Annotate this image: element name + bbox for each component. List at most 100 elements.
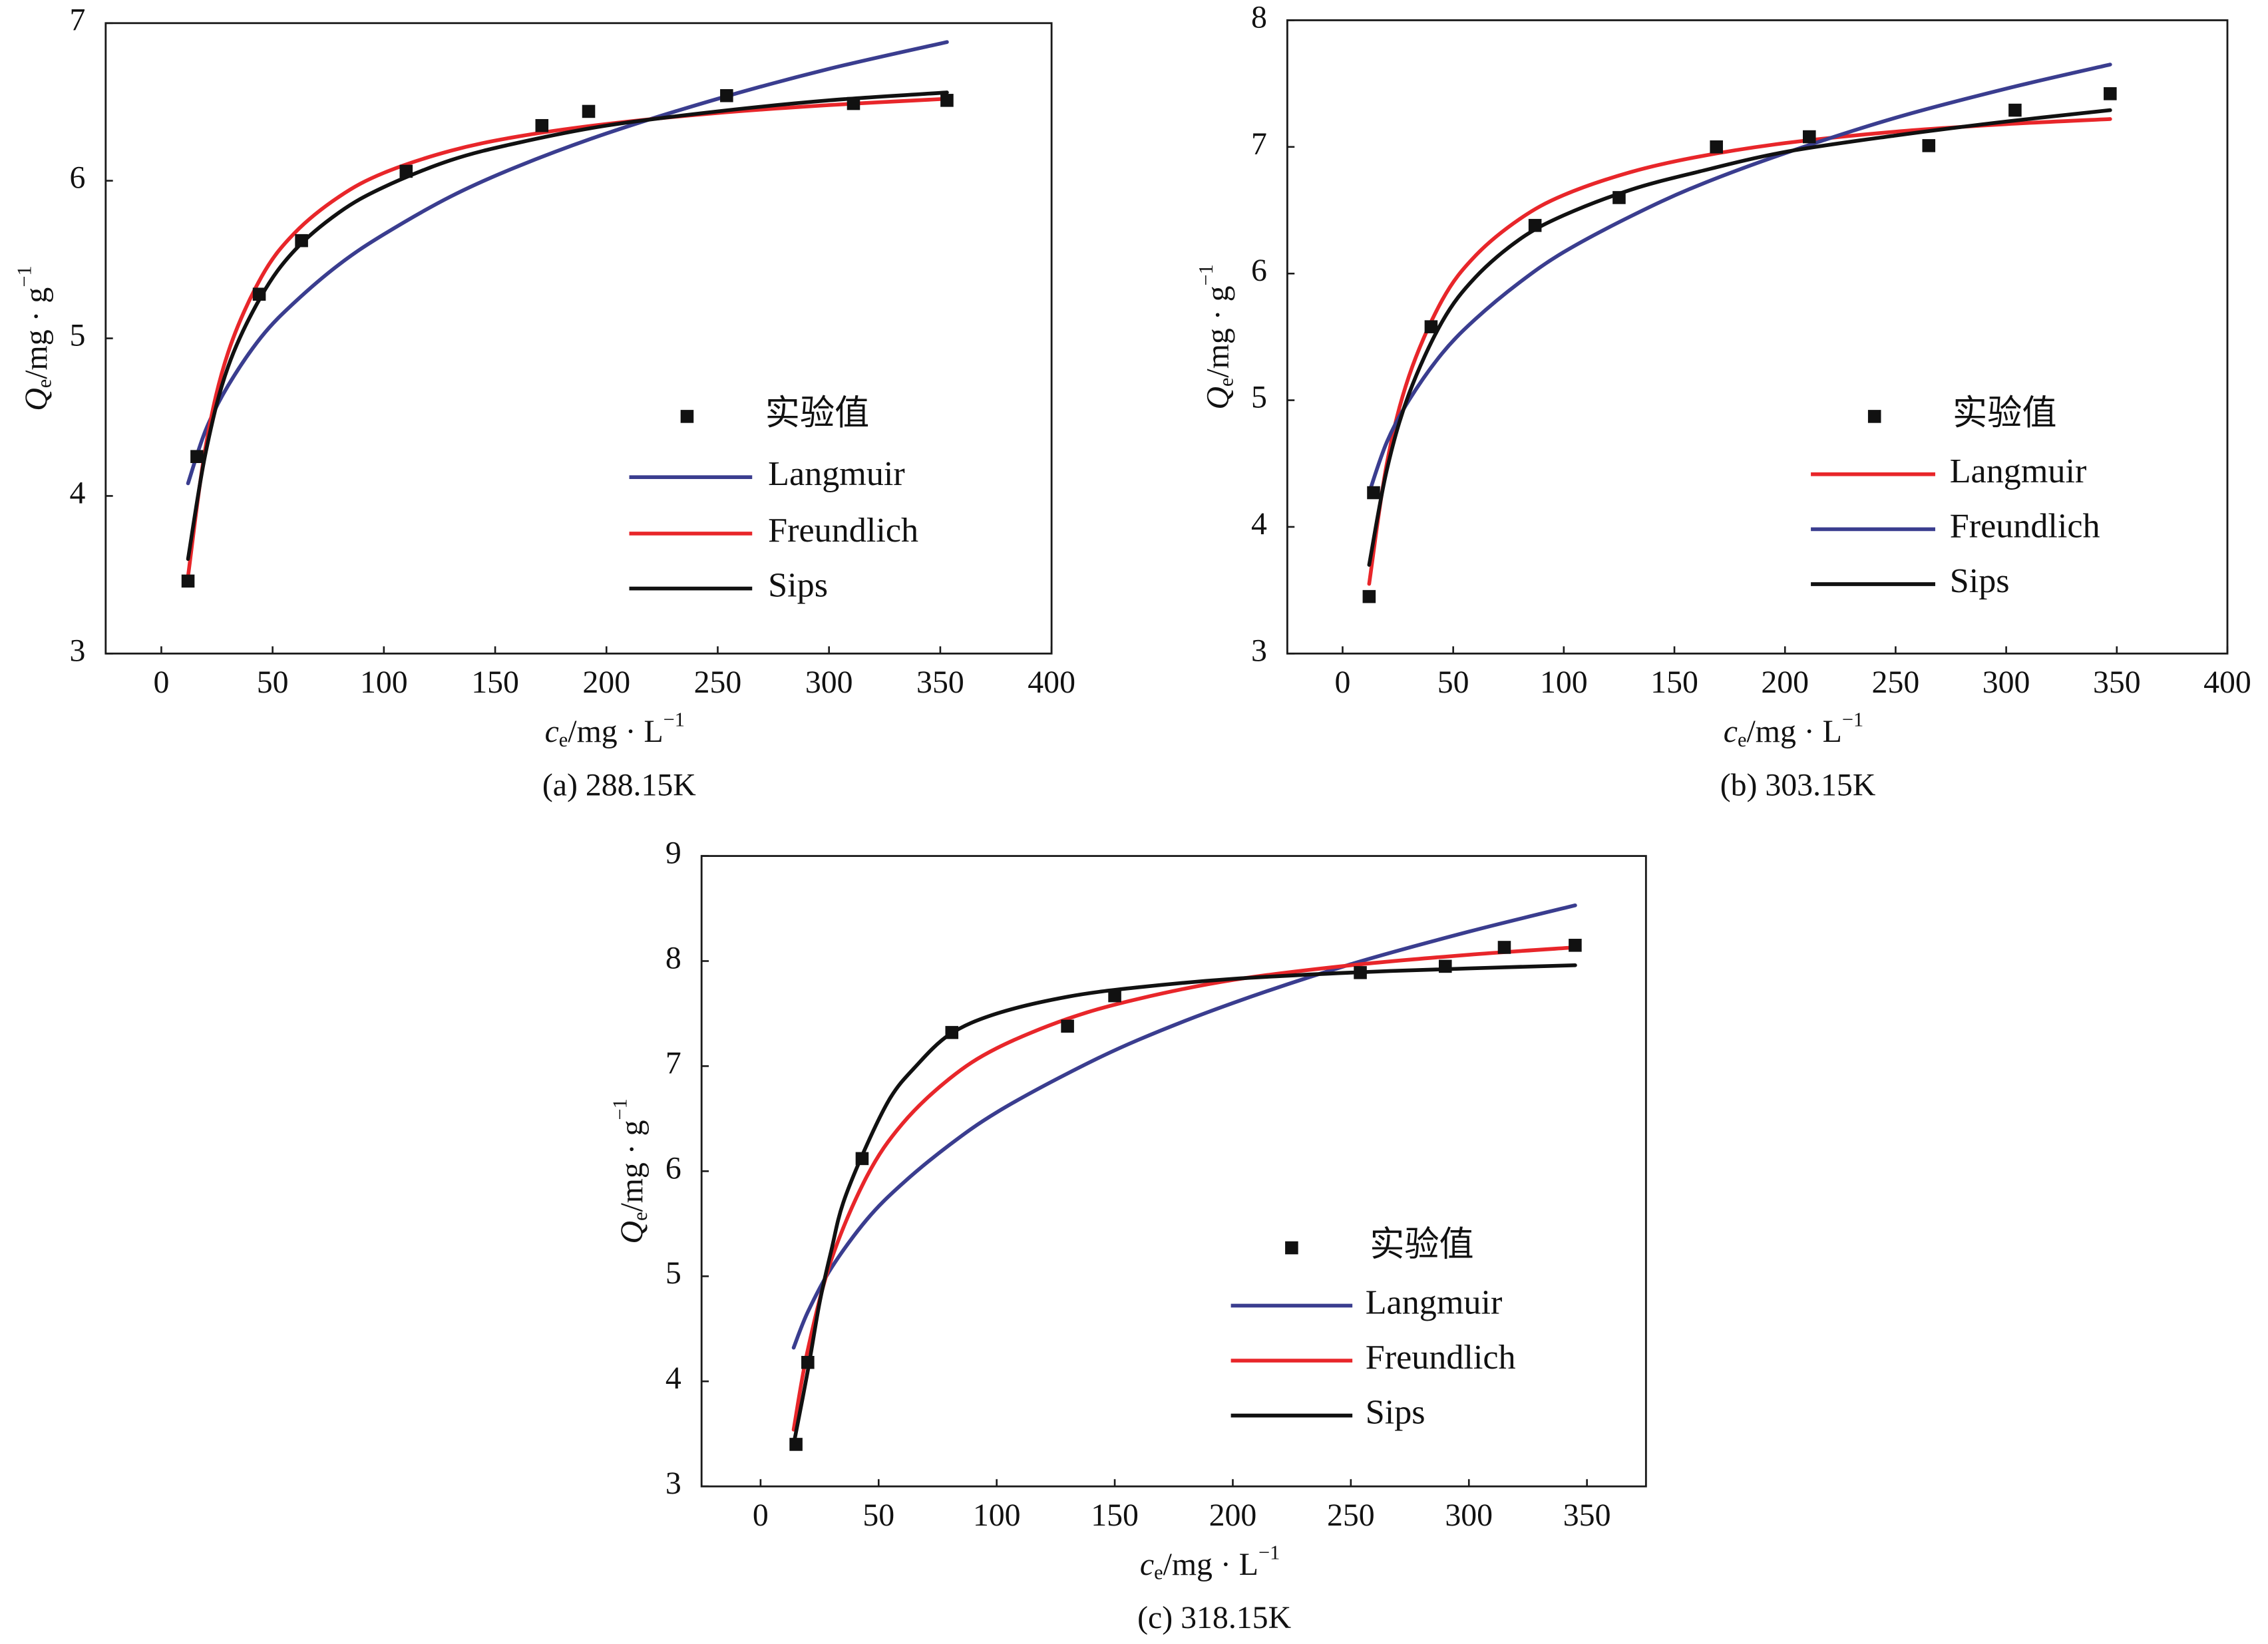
x-tick-label: 100 [973, 1498, 1021, 1533]
x-axis-label-symbol: c [545, 714, 559, 749]
x-axis-label-superscript: −1 [1842, 708, 1863, 731]
experimental-point [1612, 191, 1626, 204]
x-axis-label-subscript: e [1154, 1562, 1163, 1584]
x-tick-label: 250 [1872, 665, 1920, 700]
x-tick-label: 300 [805, 665, 853, 700]
legend-label: 实验值 [1953, 395, 2056, 432]
x-tick-label: 350 [1563, 1498, 1611, 1533]
plot-frame [700, 855, 1647, 1488]
y-tick-label: 5 [1251, 380, 1267, 415]
experimental-point [945, 1026, 959, 1039]
legend: 实验值 Langmuir Freundlich Sips [629, 395, 918, 604]
x-axis-label-unit: /mg · L [1163, 1547, 1258, 1582]
y-tick-label: 5 [665, 1255, 681, 1291]
y-tick-label: 3 [69, 633, 85, 668]
experimental-point [1367, 486, 1380, 500]
y-tick-label: 6 [69, 160, 85, 196]
experimental-point [1061, 1019, 1074, 1033]
legend-label: Langmuir [768, 455, 905, 493]
curve-langmuir [791, 903, 1577, 1350]
y-tick-label: 8 [665, 940, 681, 975]
x-tick-label: 300 [1983, 665, 2030, 700]
curve-sips [1367, 108, 2112, 567]
experimental-point [252, 287, 266, 301]
x-axis-label-subscript: e [1738, 729, 1747, 751]
x-tick-label: 250 [1327, 1498, 1375, 1533]
y-axis-label: Qe/mg · g−1 [13, 265, 55, 411]
legend-label: Sips [1366, 1394, 1425, 1432]
y-axis-label-symbol: Q [19, 388, 54, 411]
experimental-point [2008, 103, 2022, 117]
legend: 实验值 Langmuir Freundlich Sips [1230, 1226, 1516, 1432]
x-axis-label-unit: /mg · L [1747, 714, 1842, 749]
experimental-point [181, 574, 195, 588]
x-axis-label-unit: /mg · L [568, 714, 663, 749]
y-tick-label: 6 [665, 1150, 681, 1186]
panel-caption: (b) 303.15K [1720, 767, 1876, 802]
experimental-point [1108, 989, 1121, 1003]
x-tick-label: 150 [1650, 665, 1698, 700]
curve-sips [791, 963, 1577, 1446]
curve-freundlich [1367, 63, 2112, 495]
y-axis-label-symbol: Q [1200, 387, 1235, 410]
y-axis-label-superscript: −1 [609, 1098, 632, 1120]
x-axis-label-superscript: −1 [1258, 1541, 1280, 1563]
legend-label: Sips [768, 566, 828, 604]
legend-label: 实验值 [1370, 1226, 1473, 1263]
experimental-point [855, 1152, 869, 1166]
y-tick-label: 7 [665, 1045, 681, 1080]
x-tick-label: 250 [694, 665, 742, 700]
curve-freundlich [186, 96, 949, 579]
experimental-point [295, 234, 308, 247]
y-axis-label-symbol: Q [614, 1221, 650, 1244]
x-tick-label: 200 [582, 665, 630, 700]
experimental-point [847, 96, 860, 110]
legend-marker-square [1285, 1241, 1298, 1255]
y-axis-label: Qe/mg · g−1 [609, 1098, 652, 1243]
experimental-point [940, 94, 954, 107]
experimental-point [1922, 139, 1936, 152]
x-tick-label: 150 [1091, 1498, 1139, 1533]
y-axis-label-subscript: e [33, 379, 56, 388]
x-axis-label-symbol: c [1140, 1547, 1154, 1582]
x-tick-label: 50 [257, 665, 289, 700]
y-axis-label-unit: /mg · g [614, 1120, 650, 1212]
plot-frame [1286, 19, 2229, 655]
experimental-point [1354, 966, 1367, 979]
y-axis-label-superscript: −1 [13, 265, 35, 287]
experimental-point [720, 88, 733, 102]
y-tick-label: 8 [1251, 0, 1267, 35]
y-tick-label: 7 [69, 3, 85, 38]
x-tick-label: 0 [1335, 665, 1351, 700]
x-axis-label: ce/mg · L−1 [1724, 708, 1863, 750]
panel-caption: (a) 288.15K [542, 767, 696, 802]
y-axis-label-unit: /mg · g [1200, 285, 1235, 377]
curve-langmuir [1367, 117, 2112, 586]
legend-label: Sips [1950, 562, 2010, 600]
x-tick-label: 200 [1209, 1498, 1257, 1533]
y-tick-label: 3 [665, 1466, 681, 1501]
x-axis-label: ce/mg · L−1 [1140, 1541, 1280, 1583]
plot-frame [104, 22, 1053, 655]
legend-marker-square [1867, 410, 1881, 423]
legend-label: Freundlich [768, 512, 918, 550]
y-tick-label: 3 [1251, 633, 1267, 668]
x-tick-label: 200 [1761, 665, 1809, 700]
experimental-point [1438, 959, 1452, 973]
y-axis-label-subscript: e [629, 1212, 652, 1222]
x-axis-label-subscript: e [559, 729, 568, 751]
experimental-point [1710, 140, 1723, 154]
x-axis-label-superscript: −1 [663, 708, 685, 731]
x-tick-label: 50 [862, 1498, 894, 1533]
y-axis-label-unit: /mg · g [19, 287, 54, 379]
y-axis-label-superscript: −1 [1195, 264, 1217, 285]
x-tick-label: 400 [1028, 665, 1075, 700]
experimental-point [1497, 941, 1511, 954]
experimental-point [1424, 320, 1438, 333]
panel-caption: (c) 318.15K [1137, 1600, 1291, 1635]
x-tick-label: 300 [1445, 1498, 1493, 1533]
y-tick-label: 6 [1251, 253, 1267, 288]
